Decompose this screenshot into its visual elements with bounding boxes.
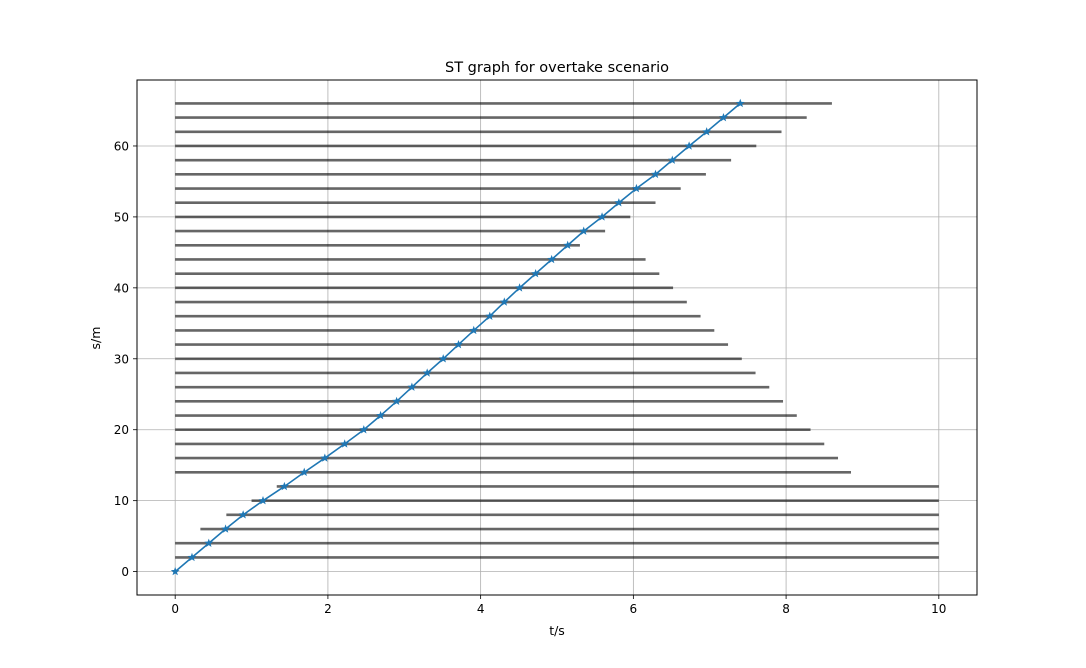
y-tick-label: 50 [114,210,129,224]
chart-title: ST graph for overtake scenario [445,60,669,76]
y-axis-label: s/m [88,327,103,350]
y-tick-label: 10 [114,494,129,508]
trajectory-point [469,325,479,335]
axes-frame [136,79,978,596]
trajectory-point [651,169,660,179]
trajectory-point [392,396,402,406]
y-tick-label: 40 [114,281,129,295]
trajectory-point [280,481,289,491]
trajectory-point [204,538,214,547]
x-axis-label: t/s [549,623,565,638]
trajectory-point [702,127,712,136]
trajectory-point [320,453,330,462]
trajectory-point [438,354,448,363]
trajectory-point [258,496,268,505]
trajectory-point [422,368,432,377]
x-tick-label: 8 [782,602,790,616]
trajectory-point [667,155,677,164]
trajectory-point [407,382,417,391]
trajectory-point [170,566,180,576]
x-tick-label: 6 [630,602,638,616]
trajectory-series [170,98,745,576]
trajectory-point [221,524,230,533]
x-tick-label: 2 [324,602,332,616]
x-tick-label: 4 [477,602,485,616]
trajectory-line [174,102,741,573]
trajectory-point [531,269,540,278]
trajectory-point [340,439,350,448]
trajectory-point [499,297,509,306]
trajectory-point [187,552,197,562]
trajectory-point [614,198,624,207]
y-tick-label: 60 [114,139,129,153]
x-tick-label: 10 [931,602,946,616]
y-tick-label: 0 [121,565,129,579]
axis-ticks: 0 2 4 6 8 10 0 10 20 30 40 50 60 [114,139,947,616]
trajectory-point [547,254,557,264]
trajectory-point [238,510,248,519]
trajectory-point [485,311,495,320]
trajectory-point [684,141,694,150]
obstacle-intervals [175,102,939,559]
y-tick-label: 20 [114,423,129,437]
x-tick-label: 0 [171,602,179,616]
trajectory-point [299,467,309,476]
trajectory-point [632,183,641,193]
trajectory-point [454,339,463,349]
trajectory-point [719,113,728,122]
trajectory-point [597,212,607,221]
trajectory-point [376,410,385,420]
trajectory-point [515,283,524,292]
y-tick-label: 30 [114,352,129,366]
trajectory-point [735,98,745,108]
trajectory-point [563,240,573,249]
trajectory-point [579,226,589,235]
trajectory-point [359,425,369,434]
